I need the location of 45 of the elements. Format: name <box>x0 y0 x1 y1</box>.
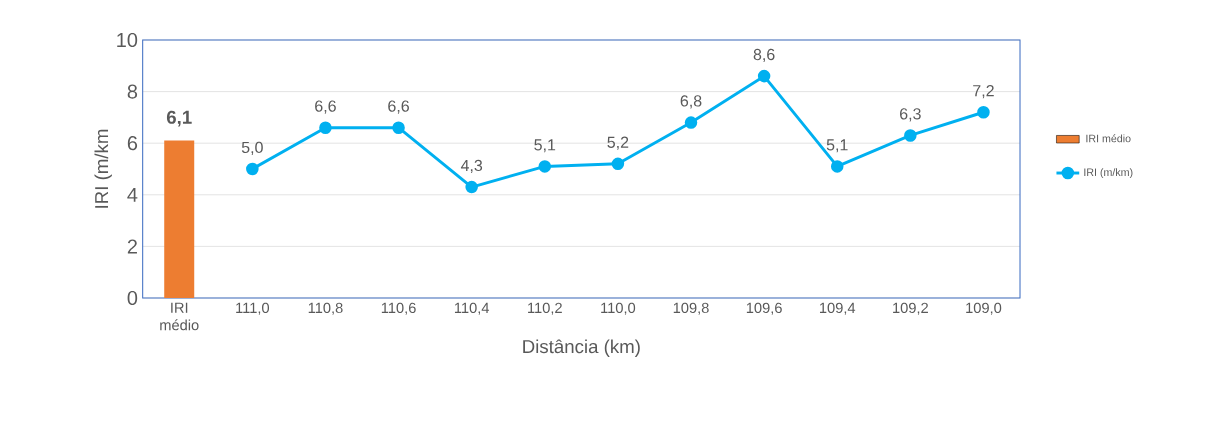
point <box>830 160 844 173</box>
x-tick-label: 110,2 <box>528 302 562 315</box>
y-tick-label: 10 <box>117 32 138 48</box>
x-tick-label: 109,4 <box>819 302 856 315</box>
data-label: 7,2 <box>973 84 994 99</box>
point <box>904 129 917 142</box>
y-tick-label: 8 <box>127 84 138 99</box>
y-tick-label: 6 <box>127 136 138 151</box>
data-label: 6,6 <box>388 100 409 114</box>
data-label: 5,1 <box>826 139 848 153</box>
x-tick-label: 109,0 <box>966 302 1002 315</box>
data-label: 6,8 <box>680 95 702 109</box>
x-tick-label: 109,6 <box>746 302 782 315</box>
data-label: 5,0 <box>241 141 263 155</box>
point <box>538 160 552 173</box>
data-label: 8,6 <box>753 48 775 63</box>
y-tick-label: 0 <box>127 290 138 306</box>
data-label: 6,3 <box>900 108 921 122</box>
x-tick-label: 110,4 <box>454 302 490 315</box>
x-tick-label: 110,0 <box>601 302 636 315</box>
point <box>319 121 332 134</box>
x-axis-title: Distância (km) <box>523 339 640 357</box>
point <box>246 162 259 176</box>
point <box>465 180 478 194</box>
x-tick-label: 111,0 <box>236 302 270 315</box>
point <box>977 105 990 119</box>
data-label: 6,6 <box>315 100 336 114</box>
y-axis-title: IRI (m/km <box>94 129 112 208</box>
data-label: 4,3 <box>460 159 483 174</box>
x-tick-label: 110,8 <box>308 302 343 315</box>
x-tick-label: IRI médio <box>160 302 199 331</box>
x-tick-label: 109,2 <box>893 302 928 315</box>
legend-label: IRI (m/km) <box>1084 168 1133 179</box>
data-label: 5,2 <box>607 136 629 150</box>
x-tick-label: 109,8 <box>673 302 709 315</box>
x-tick-label: 110,6 <box>381 302 416 315</box>
legend-label: IRI médio <box>1086 134 1131 143</box>
point <box>611 157 625 171</box>
y-tick-label: 4 <box>127 187 138 202</box>
data-label: 5,1 <box>534 139 556 153</box>
point <box>392 121 405 134</box>
point <box>684 116 698 129</box>
point <box>757 69 771 83</box>
data-label: 6,1 <box>166 110 192 127</box>
y-tick-label: 2 <box>127 239 137 254</box>
